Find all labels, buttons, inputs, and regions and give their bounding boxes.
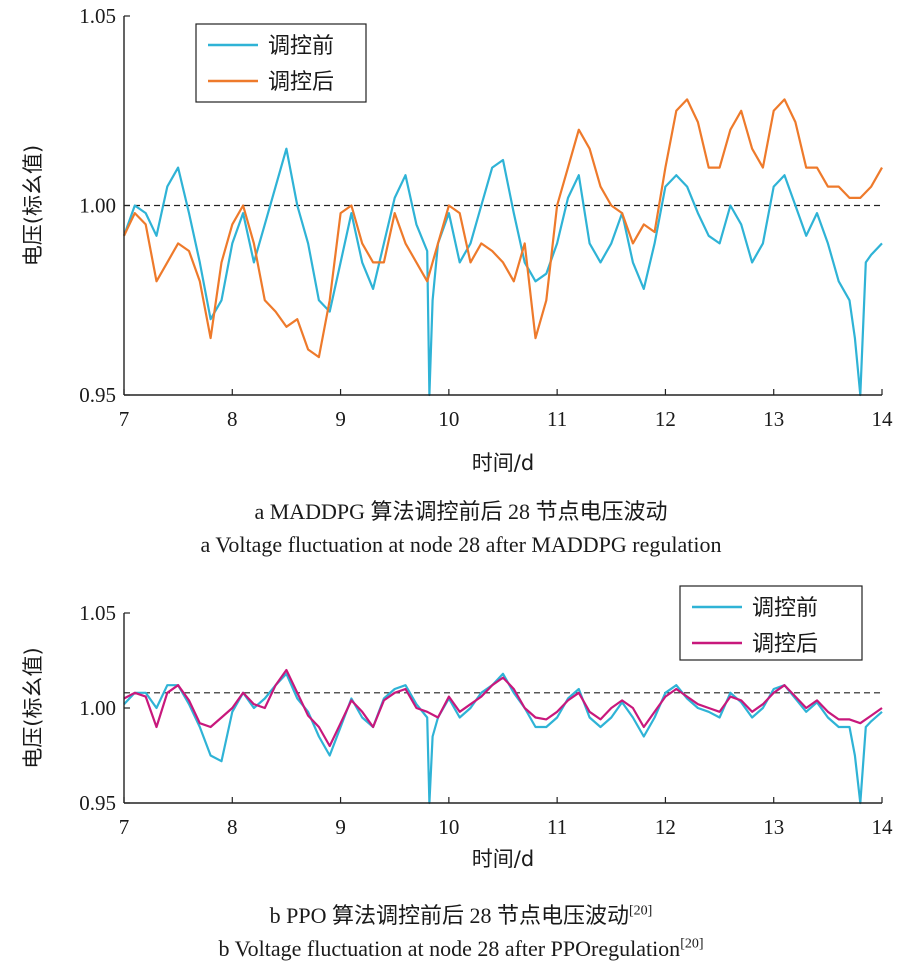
- x-tick-label: 8: [227, 815, 238, 839]
- x-tick-label: 13: [763, 407, 784, 431]
- x-tick-label: 12: [655, 407, 676, 431]
- y-axis-label: 电压(标幺值): [21, 145, 45, 266]
- legend-label: 调控前: [752, 596, 818, 621]
- caption-a: a MADDPG 算法调控前后 28 节点电压波动: [0, 494, 922, 526]
- y-tick-label: 1.00: [79, 194, 116, 218]
- x-tick-label: 12: [655, 815, 676, 839]
- x-tick-label: 14: [872, 815, 894, 839]
- x-tick-label: 10: [438, 407, 459, 431]
- caption-b-en: b Voltage fluctuation at node 28 after P…: [0, 936, 922, 962]
- x-tick-label: 8: [227, 407, 238, 431]
- x-tick-label: 11: [547, 815, 567, 839]
- x-tick-label: 7: [119, 407, 130, 431]
- y-tick-label: 1.00: [79, 696, 116, 720]
- legend-label: 调控后: [752, 632, 818, 657]
- x-tick-label: 9: [335, 407, 346, 431]
- caption-a-en: a Voltage fluctuation at node 28 after M…: [0, 532, 922, 558]
- y-tick-label: 0.95: [79, 791, 116, 815]
- series-line-before: [122, 147, 883, 397]
- x-tick-label: 13: [763, 815, 784, 839]
- x-tick-label: 14: [872, 407, 894, 431]
- caption-b-en-text: b Voltage fluctuation at node 28 after P…: [218, 936, 681, 961]
- x-tick-label: 7: [119, 815, 130, 839]
- chart-b: 7 8 9 10 11 12 13 14 0.95 1.00 1.05 时间/d 电压(标幺值) 调控前调…: [21, 585, 894, 871]
- chart-a: 7 8 9 10 11 12 13 14 0.95 1.00 1.05 时间/d 电压(标幺值) 调控前调…: [21, 4, 893, 475]
- series-line-after: [123, 668, 883, 748]
- y-tick-label: 0.95: [79, 383, 116, 407]
- caption-b-text: b PPO 算法调控前后 28 节点电压波动: [269, 903, 630, 928]
- caption-a-text: a MADDPG 算法调控前后 28 节点电压波动: [254, 499, 668, 524]
- caption-a-en-text: a Voltage fluctuation at node 28 after M…: [200, 532, 722, 557]
- legend-box: [195, 23, 367, 103]
- x-axis-label: 时间/d: [472, 451, 534, 475]
- x-tick-label: 11: [547, 407, 567, 431]
- y-axis-label: 电压(标幺值): [21, 647, 45, 768]
- y-tick-label: 1.05: [79, 4, 116, 28]
- legend-box: [679, 585, 863, 661]
- legend-label: 调控后: [268, 70, 334, 95]
- x-axis-label: 时间/d: [472, 847, 534, 871]
- y-tick-label: 1.05: [79, 601, 116, 625]
- legend-label: 调控前: [268, 34, 334, 59]
- series-line-after: [123, 98, 883, 359]
- x-tick-label: 9: [335, 815, 346, 839]
- caption-b: b PPO 算法调控前后 28 节点电压波动[20]: [0, 898, 922, 930]
- caption-b-ref: [20]: [629, 903, 653, 919]
- x-tick-label: 10: [438, 815, 459, 839]
- caption-b-en-ref: [20]: [680, 936, 704, 952]
